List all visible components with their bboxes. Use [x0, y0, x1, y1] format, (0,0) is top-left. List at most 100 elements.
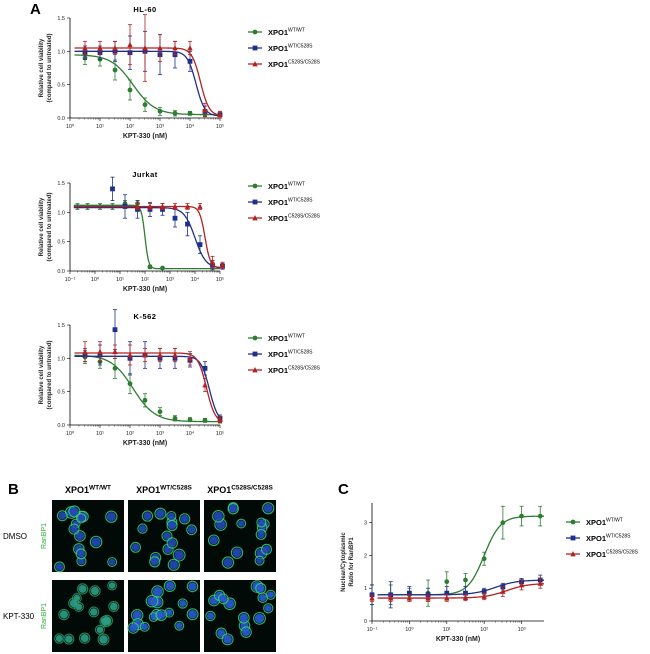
legend: XPO1WT/WT XPO1WT/C528S XPO1C528S/C528S — [248, 182, 321, 224]
x-axis-label: KPT-330 (nM) — [436, 636, 480, 643]
data-point — [82, 45, 88, 51]
data-point — [112, 45, 118, 51]
legend-marker — [570, 519, 576, 525]
legend-superscript: WT/C528S — [288, 350, 313, 356]
cell — [94, 624, 105, 635]
cell — [88, 606, 100, 618]
nucleus — [132, 610, 142, 620]
data-point — [142, 45, 148, 51]
data-point — [500, 520, 506, 526]
cell — [99, 615, 112, 628]
data-point — [519, 513, 524, 519]
nucleus — [131, 543, 140, 552]
nucleus — [257, 530, 265, 539]
x-tick-label: 10⁰ — [66, 123, 75, 130]
cell — [177, 598, 188, 609]
y-axis-label: Ratio for RanBP1 — [349, 537, 355, 587]
x-tick-label: 10² — [480, 627, 488, 633]
cell — [255, 529, 267, 540]
data-point — [481, 593, 487, 599]
cell — [68, 523, 80, 535]
data-point — [127, 41, 133, 48]
fit-curve — [377, 583, 545, 599]
cell — [172, 548, 186, 562]
nucleus — [175, 622, 183, 630]
x-tick-label: 10⁻¹ — [367, 627, 378, 633]
y-axis-label: (compared to untreated) — [47, 340, 53, 409]
cell — [68, 597, 80, 609]
chart-hl60: HL-60 10⁰ 10¹ 10² 10³ 10⁴ 10⁵ 0.0 0.5 1.0 1.5 KPT-3… — [39, 5, 321, 140]
series-het — [74, 30, 223, 119]
data-point — [157, 352, 163, 358]
legend-label: XPO1WT/WT — [268, 182, 305, 192]
data-point — [82, 348, 88, 355]
y-tick-label: 1.5 — [57, 16, 65, 22]
data-point — [202, 107, 208, 113]
nucleus — [254, 613, 265, 624]
data-point — [202, 365, 208, 371]
chart-k562: K-562 10⁰ 10¹ 10² 10³ 10⁴ 10⁵ 0.0 0.5 1.0 1.5 KPT-3… — [39, 309, 321, 447]
y-tick-label: 0.0 — [57, 269, 65, 275]
legend-marker — [252, 215, 258, 221]
nucleus — [108, 558, 116, 566]
data-point — [97, 45, 103, 51]
x-tick-label: 10² — [126, 124, 134, 130]
nucleus — [80, 634, 89, 643]
nucleus — [77, 514, 85, 522]
data-point — [157, 409, 163, 415]
legend: XPO1WT/WT XPO1WT/C528S XPO1C528S/C528S — [566, 518, 639, 560]
legend-label: XPO1C528S/C528S — [268, 214, 321, 224]
data-point — [112, 348, 118, 355]
legend-superscript: WT/WT — [288, 334, 305, 340]
data-point — [112, 365, 118, 371]
nucleus — [188, 609, 197, 619]
cell — [186, 608, 199, 621]
nucleus — [188, 582, 197, 591]
cell — [54, 561, 65, 573]
legend-label: XPO1C528S/C528S — [586, 550, 639, 560]
fit-curve — [377, 515, 545, 596]
nucleus — [209, 536, 218, 545]
data-point — [185, 221, 190, 227]
cell — [174, 620, 185, 631]
series-hom — [369, 577, 545, 602]
chart-title: K-562 — [134, 312, 157, 321]
nucleus — [256, 557, 263, 565]
nucleus — [58, 511, 67, 520]
legend-marker — [252, 199, 258, 205]
cell — [89, 535, 103, 549]
legend: XPO1WT/WT XPO1WT/C528S XPO1C528S/C528S — [248, 334, 321, 376]
nucleus — [91, 537, 101, 547]
legend-label: XPO1C528S/C528S — [268, 366, 321, 376]
nucleus — [77, 550, 85, 558]
legend-marker — [252, 367, 258, 373]
cell — [154, 507, 167, 520]
cell — [108, 600, 120, 613]
nucleus — [165, 581, 175, 591]
legend-marker — [570, 535, 576, 541]
cell — [163, 579, 176, 592]
nucleus — [75, 603, 83, 611]
microscopy-column-label: XPO1WT/WT — [65, 485, 111, 496]
fit-curve — [74, 352, 221, 421]
legend-label: XPO1C528S/C528S — [268, 60, 321, 70]
data-point — [142, 102, 148, 108]
data-point — [112, 67, 118, 73]
cell — [167, 558, 180, 571]
y-tick-label: 1 — [364, 586, 367, 592]
data-point — [481, 589, 487, 594]
cell — [217, 593, 229, 605]
y-axis-label: Relative cell viability — [39, 345, 45, 404]
x-tick-label: 10⁴ — [191, 276, 200, 283]
y-axis-label: (compared to untreated) — [47, 33, 53, 102]
microscopy-column-label: XPO1WT/C528S — [136, 485, 192, 496]
cell — [262, 502, 275, 515]
data-point — [463, 577, 468, 583]
nucleus — [73, 594, 81, 602]
data-point — [160, 265, 165, 271]
nucleus — [239, 613, 249, 622]
nucleus — [256, 584, 265, 593]
legend-label: XPO1WT/WT — [268, 334, 305, 344]
data-point — [406, 590, 412, 596]
x-tick-label: 10³ — [166, 277, 174, 283]
